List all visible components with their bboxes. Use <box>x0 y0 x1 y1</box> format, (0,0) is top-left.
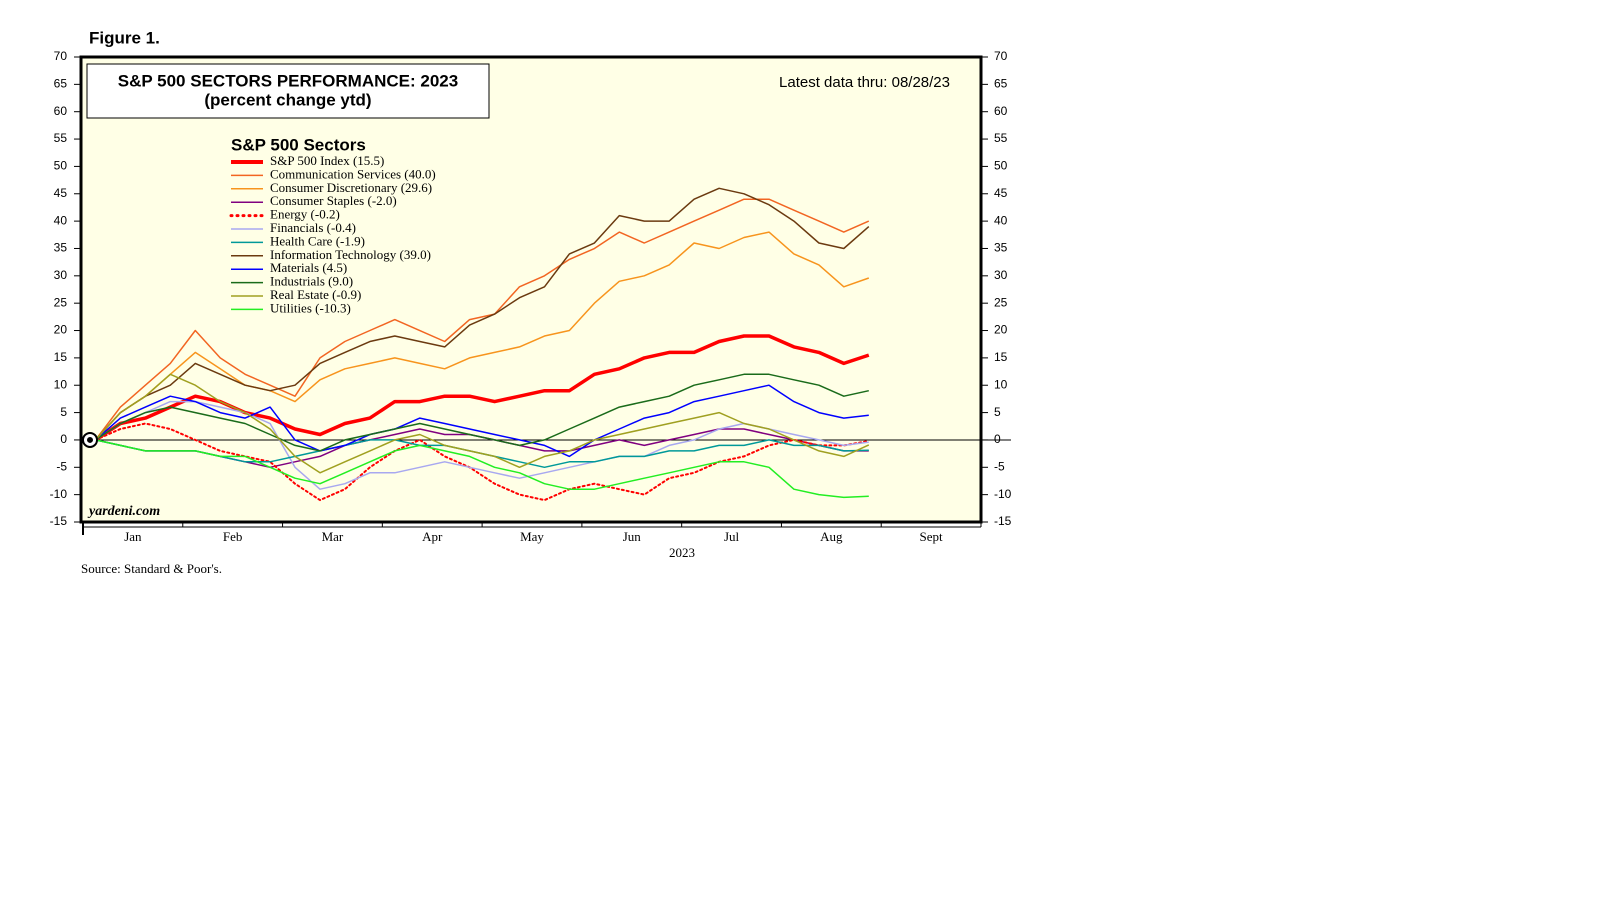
x-tick-label: Mar <box>322 529 344 544</box>
series-line <box>94 198 870 441</box>
series-line <box>94 422 870 502</box>
series-line <box>94 187 870 441</box>
y-tick-label: -15 <box>50 514 68 528</box>
y2-tick-label: 60 <box>994 104 1008 118</box>
series-line <box>95 384 869 458</box>
plot-area <box>79 55 983 524</box>
y2-tick-label: 35 <box>994 241 1008 255</box>
y2-tick-label: 55 <box>994 131 1008 145</box>
y-tick-label: 0 <box>60 432 67 446</box>
x-tick-label: Jul <box>724 529 740 544</box>
y-tick-label: 5 <box>60 405 67 419</box>
y2-tick-label: -5 <box>994 459 1005 473</box>
y-tick-label: 25 <box>54 295 68 309</box>
y-tick-label: 35 <box>54 241 68 255</box>
y2-tick-label: 25 <box>994 295 1008 309</box>
legend-label: Utilities (-10.3) <box>270 300 351 315</box>
y-tick-label: 70 <box>54 49 68 63</box>
y-tick-label: 50 <box>54 159 68 173</box>
x-tick-label: Feb <box>223 529 243 544</box>
y2-tick-label: 65 <box>994 77 1008 91</box>
y-tick-label: 60 <box>54 104 68 118</box>
legend-label: S&P 500 Index (15.5) <box>270 153 384 168</box>
y-tick-label: 65 <box>54 77 68 91</box>
legend-label: Materials (4.5) <box>270 260 347 275</box>
x-tick-label: Jun <box>623 529 642 544</box>
x-tick-label: Apr <box>422 529 443 544</box>
y-tick-label: 10 <box>54 377 68 391</box>
series-line <box>94 231 870 441</box>
watermark: yardeni.com <box>87 504 160 519</box>
y2-tick-label: 30 <box>994 268 1008 282</box>
y-tick-label: -5 <box>56 459 67 473</box>
legend-label: Health Care (-1.9) <box>270 233 365 248</box>
y2-tick-label: 5 <box>994 405 1001 419</box>
y-tick-label: 40 <box>54 213 68 227</box>
legend-label: Consumer Discretionary (29.6) <box>270 180 432 195</box>
x-axis-label: 2023 <box>669 545 695 560</box>
legend-label: Industrials (9.0) <box>270 274 353 289</box>
legend-label: Information Technology (39.0) <box>270 247 431 262</box>
origin-dot <box>87 436 93 443</box>
legend-title: S&P 500 Sectors <box>231 135 366 154</box>
y-tick-label: -10 <box>50 487 68 501</box>
y-tick-label: 45 <box>54 186 68 200</box>
x-tick-label: May <box>520 529 544 544</box>
source: Source: Standard & Poor's. <box>81 561 222 576</box>
y-tick-label: 30 <box>54 268 68 282</box>
y2-tick-label: 70 <box>994 49 1008 63</box>
series-line <box>95 373 869 452</box>
series-line <box>95 400 869 490</box>
annotation: Latest data thru: 08/28/23 <box>779 74 950 91</box>
figure-label: Figure 1. <box>89 28 160 47</box>
legend-label: Consumer Staples (-2.0) <box>270 193 397 208</box>
series-line <box>94 373 870 474</box>
y2-tick-label: 45 <box>994 186 1008 200</box>
y2-tick-label: 15 <box>994 350 1008 364</box>
chart-subtitle: (percent change ytd) <box>204 90 371 109</box>
chart-title: S&P 500 SECTORS PERFORMANCE: 2023 <box>118 71 458 90</box>
legend-label: Financials (-0.4) <box>270 220 356 235</box>
y2-tick-label: -10 <box>994 487 1012 501</box>
legend-label: Communication Services (40.0) <box>270 166 436 181</box>
y-tick-label: 20 <box>54 323 68 337</box>
y-tick-label: 15 <box>54 350 68 364</box>
legend-label: Energy (-0.2) <box>270 207 340 222</box>
x-tick-label: Aug <box>820 529 843 544</box>
x-tick-label: Sept <box>920 529 944 544</box>
y2-tick-label: 20 <box>994 323 1008 337</box>
title-box <box>86 63 490 119</box>
y2-tick-label: 40 <box>994 213 1008 227</box>
legend-label: Real Estate (-0.9) <box>270 287 361 302</box>
y2-tick-label: -15 <box>994 514 1012 528</box>
x-tick-label: Jan <box>124 529 142 544</box>
y2-tick-label: 0 <box>994 432 1001 446</box>
y2-tick-label: 50 <box>994 159 1008 173</box>
y-tick-label: 55 <box>54 131 68 145</box>
y2-tick-label: 10 <box>994 377 1008 391</box>
series-line <box>95 439 869 499</box>
